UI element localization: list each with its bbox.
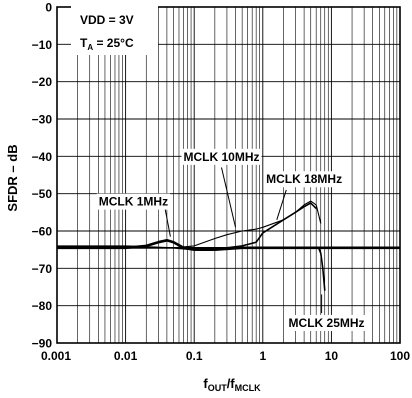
annotation-label: MCLK 18MHz [266, 172, 342, 186]
y-tick-label: −10 [32, 38, 53, 52]
x-axis-label-sub1: OUT [208, 383, 228, 393]
chart-grid [56, 6, 400, 344]
annotation-leader [221, 167, 236, 228]
y-tick-label: 0 [45, 1, 52, 15]
conditions-box: VDD = 3V TA = 25°C [71, 5, 158, 55]
series-line [57, 202, 317, 251]
x-tick-label: 1 [259, 349, 266, 363]
x-tick-label: 0.1 [186, 349, 203, 363]
x-axis-label-slash: /f [227, 376, 236, 391]
chart-series [57, 200, 400, 291]
y-tick-label: −90 [32, 337, 53, 351]
chart-axes [56, 6, 401, 344]
annotation-label: MCLK 1MHz [99, 195, 168, 209]
x-axis-label-main: f [203, 376, 208, 391]
annotation-label: MCLK 25MHz [289, 316, 365, 330]
y-tick-label: −50 [32, 187, 53, 201]
x-tick-label: 0.01 [114, 349, 138, 363]
ta-condition: TA = 25°C [80, 36, 134, 52]
annotation-bg [264, 171, 345, 188]
y-tick-label: −30 [32, 113, 53, 127]
ta-main: T [80, 36, 88, 50]
x-tick-label: 0.001 [41, 349, 71, 363]
annotation-bg [181, 148, 262, 165]
x-tick-label: 10 [325, 349, 339, 363]
y-tick-label: −70 [32, 262, 53, 276]
plot-frame [56, 6, 401, 344]
x-axis-label: fOUT/fMCLK [203, 376, 261, 393]
series-line [57, 200, 322, 249]
y-tick-label: −20 [32, 75, 53, 89]
y-axis-label: SFDR – dB [5, 144, 20, 211]
chart-tick-labels: 0 −10 −20 −30 −40 −50 −60 −70 −80 −900.001 0.01 0.1… [32, 1, 411, 364]
annotation-bg [286, 314, 367, 331]
series-line [57, 247, 326, 291]
y-tick-label: −80 [32, 299, 53, 313]
y-tick-label: −60 [32, 225, 53, 239]
ta-value: = 25°C [93, 36, 134, 50]
x-axis-label-sub2: MCLK [235, 383, 261, 393]
chart-annotations: MCLK 10MHz MCLK 18MHz MCLK 1MHz MCLK 25MHz [96, 148, 367, 331]
y-tick-label: −40 [32, 150, 53, 164]
annotation-leader [276, 189, 287, 220]
annotation-bg [96, 193, 171, 210]
vdd-condition: VDD = 3V [80, 13, 134, 27]
x-tick-label: 100 [390, 349, 410, 363]
annotation-label: MCLK 10MHz [183, 150, 259, 164]
ta-sub: A [87, 43, 93, 52]
